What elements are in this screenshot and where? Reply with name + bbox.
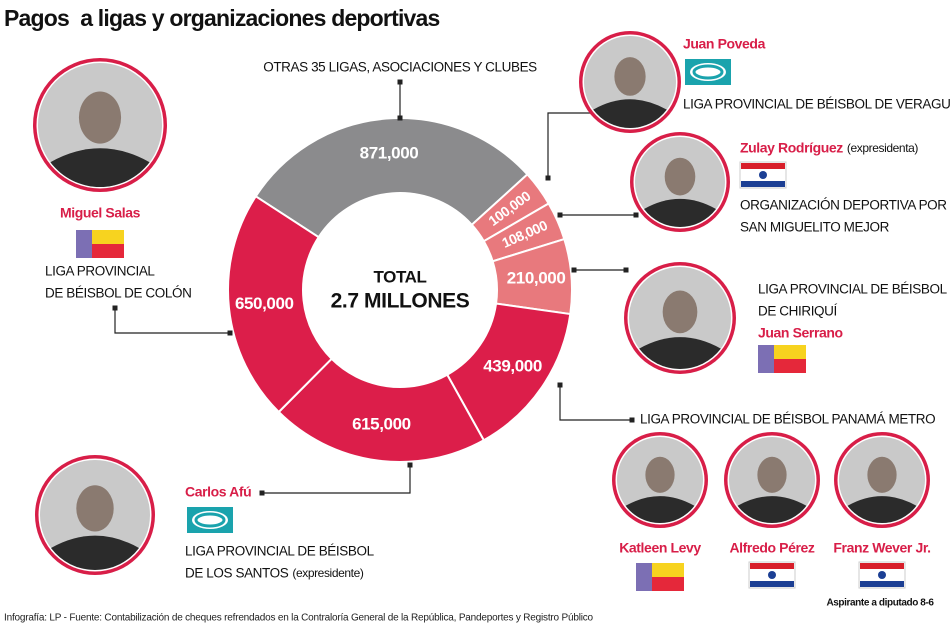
person-name: Miguel Salas [60,205,141,221]
league-label: DE CHIRIQUÍ [758,304,838,319]
party-logo [652,563,684,577]
person-name: Juan Poveda [683,36,766,52]
league-label: LIGA PROVINCIAL [45,264,155,279]
person-name: Alfredo Pérez [729,540,814,556]
league-label: LIGA PROVINCIAL DE BÉISBOL DE VERAGUAS [683,97,950,112]
photo [78,91,122,144]
party-logo [774,359,806,373]
person-name: Carlos Afú [185,484,251,500]
league-label: DE BÉISBOL DE COLÓN [45,286,191,301]
party-logo [741,163,785,169]
leader-line [114,308,230,334]
party-logo [878,571,886,579]
photo [614,57,646,96]
league-label: SAN MIGUELITO MEJOR [740,220,890,235]
party-logo [768,571,776,579]
party-logo [92,230,124,244]
photo [664,157,696,196]
league-label: OTRAS 35 LIGAS, ASOCIACIONES Y CLUBES [263,60,537,75]
leader-dot [629,417,635,423]
leader-dot [557,382,563,388]
party-logo [652,577,684,591]
chart-title: Pagos a ligas y organizaciones deportiva… [4,5,440,31]
photo [593,99,667,128]
photo [50,148,150,188]
party-logo [750,563,794,569]
center-label: 2.7 MILLONES [331,290,470,313]
person-name: Juan Serrano [758,325,843,341]
center-label: TOTAL [373,267,426,286]
party-logo [758,345,774,373]
leader-dot [623,267,629,273]
leader-dot [407,462,413,468]
photo [51,535,139,570]
party-logo [92,244,124,258]
leader-dot [545,175,551,181]
person-name: Zulay Rodríguez [740,140,843,156]
leader-dot [633,212,639,218]
photo [76,485,114,532]
photo [737,496,807,523]
league-label: LIGA PROVINCIAL DE BÉISBOL PANAMÁ METRO [640,412,935,427]
party-logo [636,563,652,591]
league-note: (expresidente) [292,566,364,580]
league-label: ORGANIZACIÓN DEPORTIVA POR UN [740,198,950,213]
photo [757,456,787,493]
value-label: 615,000 [352,415,411,434]
person-note: Aspirante a diputado 8-6 [826,598,934,609]
person-note: (expresidenta) [847,141,919,155]
person-name: Franz Wever Jr. [833,540,930,556]
value-label: 439,000 [483,357,542,376]
league-label: DE LOS SANTOS [185,566,289,581]
party-logo [774,345,806,359]
leader-dot [259,490,265,496]
leader-dot [397,79,403,85]
value-label: 210,000 [507,269,566,288]
party-logo [759,171,767,179]
photo [644,198,716,227]
leader-line [262,465,411,494]
party-logo [860,581,904,587]
leader-dot [112,305,118,311]
photo [662,290,698,334]
party-logo [860,563,904,569]
leader-dot [397,115,403,121]
photo [625,496,695,523]
party-logo [76,230,92,258]
pie-slice [277,357,486,463]
leader-line [547,112,600,178]
photo [645,456,675,493]
league-label: LIGA PROVINCIAL DE BÉISBOL [758,282,948,297]
pie-slice [227,194,334,414]
leader-dot [227,330,233,336]
party-logo [194,512,226,528]
leader-dot [571,267,577,273]
person-name: Katleen Levy [619,540,701,556]
value-label: 650,000 [235,294,294,313]
league-label: LIGA PROVINCIAL DE BÉISBOL [185,544,375,559]
leader-line [559,385,632,421]
party-logo [750,581,794,587]
value-label: 871,000 [360,143,419,162]
photo [867,456,897,493]
photo [639,337,721,369]
party-logo [692,64,724,80]
party-logo [741,181,785,187]
pie-slice [254,117,529,239]
photo [847,496,917,523]
source: Infografía: LP - Fuente: Contabilización… [4,613,594,624]
leader-dot [557,212,563,218]
